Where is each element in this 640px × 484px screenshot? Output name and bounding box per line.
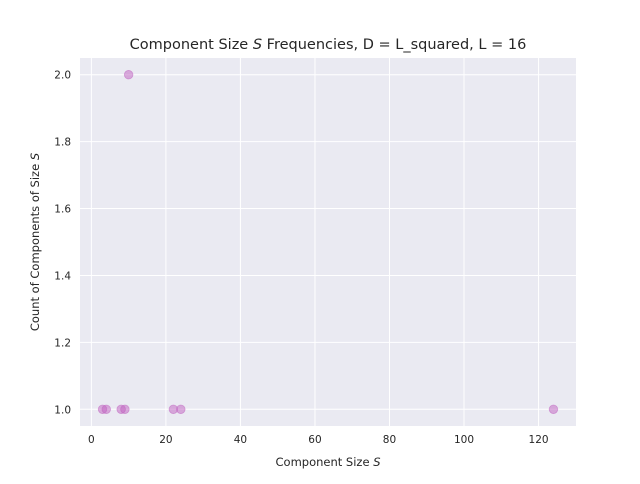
x-axis-label-variable: S bbox=[373, 455, 380, 469]
x-tick-label: 20 bbox=[159, 434, 172, 446]
chart-title-part: Frequencies, D = L_squared, L = 16 bbox=[262, 37, 526, 53]
y-tick-label: 2.0 bbox=[54, 70, 71, 82]
chart-title-variable: S bbox=[253, 37, 262, 53]
y-tick-label: 1.4 bbox=[54, 270, 71, 282]
y-axis-label-text: Count of Components of Size bbox=[28, 160, 42, 331]
y-tick-label: 1.0 bbox=[54, 404, 71, 416]
x-axis-label: Component Size S bbox=[276, 455, 381, 469]
plot-area bbox=[80, 58, 576, 426]
x-tick-label: 100 bbox=[454, 434, 474, 446]
data-point bbox=[123, 70, 134, 80]
data-point bbox=[120, 404, 130, 414]
y-axis-label: Count of Components of Size S bbox=[28, 153, 42, 331]
tick-labels: 0 20 40 60 80 100 120 1.0 1.2 1.4 1.6 1.8 2.0 bbox=[54, 70, 548, 446]
x-tick-label: 40 bbox=[234, 434, 247, 446]
x-tick-label: 60 bbox=[308, 434, 321, 446]
grid bbox=[80, 58, 576, 426]
x-axis-label-text: Component Size bbox=[276, 455, 374, 469]
y-axis-label-variable: S bbox=[28, 153, 42, 160]
y-tick-label: 1.6 bbox=[54, 204, 71, 216]
data-points bbox=[97, 70, 559, 414]
data-point bbox=[548, 404, 559, 414]
data-point bbox=[101, 404, 111, 414]
x-tick-label: 120 bbox=[529, 434, 549, 446]
x-tick-label: 80 bbox=[383, 434, 396, 446]
y-tick-label: 1.2 bbox=[54, 337, 71, 349]
x-tick-label: 0 bbox=[88, 434, 95, 446]
chart-title-part: Component Size bbox=[130, 37, 253, 53]
chart-title: Component Size S Frequencies, D = L_squa… bbox=[130, 37, 527, 53]
data-point bbox=[176, 404, 186, 414]
y-tick-label: 1.8 bbox=[54, 137, 71, 149]
